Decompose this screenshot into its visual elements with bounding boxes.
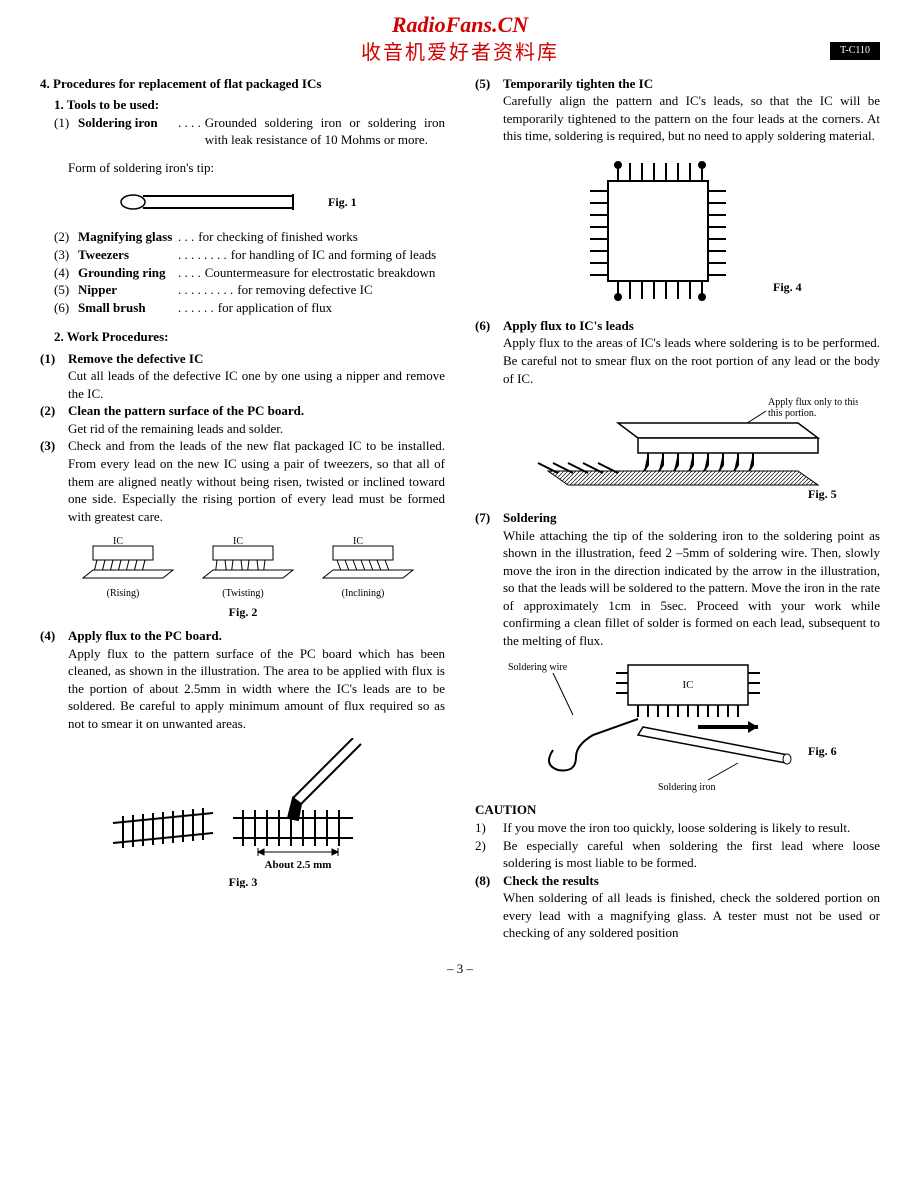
- tool-row: (3) Tweezers . . . . . . . . for handlin…: [54, 246, 445, 264]
- dots: . . . .: [178, 114, 205, 149]
- site-subtitle-cn: 收音机爱好者资料库: [40, 40, 880, 67]
- figure-6: Soldering wire IC: [475, 655, 880, 795]
- site-title: RadioFans.CN: [40, 10, 880, 40]
- model-box: T-C110: [830, 42, 880, 60]
- caution-title: CAUTION: [475, 801, 880, 819]
- svg-text:(Twisting): (Twisting): [222, 588, 264, 599]
- svg-text:Fig. 4: Fig. 4: [773, 280, 802, 294]
- step-7: (7) Soldering While attaching the tip of…: [475, 509, 880, 649]
- tool-row: (5) Nipper . . . . . . . . . for removin…: [54, 281, 445, 299]
- svg-text:IC: IC: [682, 679, 693, 691]
- tool-name: Soldering iron: [78, 114, 178, 149]
- iron-tip-label: Form of soldering iron's tip:: [68, 159, 445, 177]
- step-6: (6) Apply flux to IC's leads Apply flux …: [475, 317, 880, 387]
- svg-text:About 2.5 mm: About 2.5 mm: [264, 859, 331, 871]
- tools-heading: 1. Tools to be used:: [54, 96, 445, 114]
- figure-5: Apply flux only to this portion. this po…: [475, 393, 880, 503]
- figure-1: Fig. 1: [40, 182, 445, 222]
- svg-text:IC: IC: [233, 536, 243, 547]
- tool-num: (1): [54, 114, 78, 149]
- fig1-caption: Fig. 1: [328, 195, 357, 209]
- work-heading: 2. Work Procedures:: [54, 328, 445, 346]
- svg-text:IC: IC: [353, 536, 363, 547]
- step-1: (1) Remove the defective IC Cut all lead…: [40, 350, 445, 403]
- svg-text:Fig. 2: Fig. 2: [228, 605, 257, 619]
- step-3: (3) Check and from the leads of the new …: [40, 437, 445, 525]
- svg-text:Fig. 3: Fig. 3: [228, 875, 257, 888]
- svg-text:Soldering iron: Soldering iron: [658, 782, 716, 793]
- svg-text:Apply flux only to this portio: Apply flux only to this portion.: [768, 397, 858, 408]
- svg-text:Fig. 6: Fig. 6: [808, 744, 837, 758]
- step-4: (4) Apply flux to the PC board. Apply fl…: [40, 627, 445, 732]
- caution-2: 2) Be especially careful when soldering …: [475, 837, 880, 872]
- caution-1: 1) If you move the iron too quickly, loo…: [475, 819, 880, 837]
- svg-text:(Inclining): (Inclining): [341, 588, 384, 599]
- svg-text:Fig. 5: Fig. 5: [808, 487, 837, 501]
- section-4-title: 4. Procedures for replacement of flat pa…: [40, 75, 445, 93]
- page-number: – 3 –: [40, 960, 880, 978]
- step-5: (5) Temporarily tighten the IC Carefully…: [475, 75, 880, 145]
- svg-text:Soldering wire: Soldering wire: [508, 662, 568, 673]
- step-2: (2) Clean the pattern surface of the PC …: [40, 402, 445, 437]
- figure-4: Fig. 4: [475, 151, 880, 311]
- svg-text:this portion.: this portion.: [768, 408, 816, 419]
- tool-desc: Grounded soldering iron or soldering iro…: [205, 114, 445, 149]
- svg-text:(Rising): (Rising): [106, 588, 139, 599]
- figure-3: About 2.5 mm Fig. 3: [40, 738, 445, 888]
- svg-text:IC: IC: [113, 536, 123, 547]
- tool-row: (6) Small brush . . . . . . for applicat…: [54, 299, 445, 317]
- tool-row: (2) Magnifying glass . . . for checking …: [54, 228, 445, 246]
- tool-row: (1) Soldering iron . . . . Grounded sold…: [54, 114, 445, 149]
- figure-2: IC (Rising) IC: [40, 531, 445, 621]
- tool-row: (4) Grounding ring . . . . Countermeasur…: [54, 264, 445, 282]
- step-8: (8) Check the results When soldering of …: [475, 872, 880, 942]
